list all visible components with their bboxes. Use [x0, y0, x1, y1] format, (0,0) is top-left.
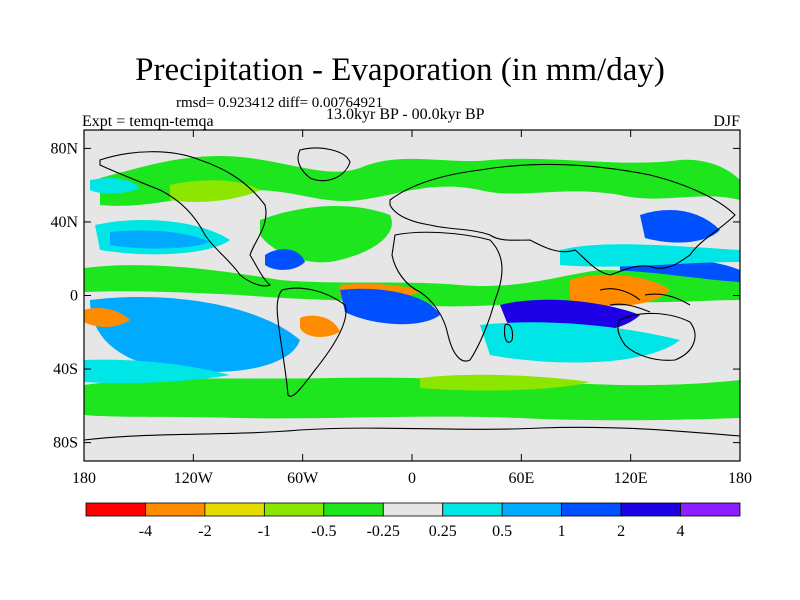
lon-tick-label: 180 — [728, 470, 752, 487]
legend-label: 0.5 — [492, 523, 512, 540]
lon-tick-label: 60E — [508, 470, 534, 487]
legend-swatch — [145, 502, 206, 517]
legend-swatch — [204, 502, 265, 517]
lon-tick-label: 180 — [72, 470, 96, 487]
field-spacific-cyan — [90, 296, 300, 372]
coast-madagascar — [504, 323, 514, 343]
field-north-lime — [170, 180, 260, 202]
field-layer — [84, 130, 740, 461]
field-north-green — [100, 156, 740, 206]
legend-label: 2 — [617, 523, 625, 540]
legend-label: -2 — [198, 523, 211, 540]
lat-tick-label: 0 — [70, 288, 78, 305]
lon-tick-label: 120W — [174, 470, 214, 487]
coast-greenland — [297, 147, 351, 182]
field-asia-blue — [640, 210, 720, 243]
legend-swatch — [620, 502, 681, 517]
field-north-cyan — [90, 178, 140, 194]
coastlines — [84, 147, 740, 441]
field-south-cyan — [84, 359, 230, 384]
coast-australia — [617, 312, 696, 361]
field-spacific-orange — [84, 308, 130, 327]
lon-tick-label: 60W — [287, 470, 319, 487]
legend-swatch — [382, 502, 444, 517]
period-label: 13.0kyr BP - 00.0kyr BP — [326, 106, 485, 123]
legend-label: 0.25 — [429, 523, 457, 540]
legend-swatch — [323, 502, 384, 517]
field-sindian-cyan — [480, 322, 680, 363]
field-south-green — [84, 377, 740, 421]
lat-tick-label: 40N — [50, 214, 78, 231]
stats-line: rmsd= 0.923412 diff= 0.00764921 — [176, 95, 384, 111]
legend-label: 1 — [558, 523, 566, 540]
map-title: Precipitation - Evaporation (in mm/day) — [135, 52, 665, 88]
lon-tick-label: 120E — [614, 470, 648, 487]
longitude-axis: 180 120W 60W 0 60E 120E 180 — [72, 130, 752, 487]
lat-tick-label: 80S — [53, 435, 78, 452]
legend-swatch — [561, 502, 622, 517]
legend-swatch — [501, 502, 563, 517]
legend-swatch — [442, 502, 503, 517]
coast-eurasia — [389, 164, 736, 276]
legend-swatch — [85, 502, 146, 517]
field-satl-blue — [340, 288, 440, 325]
field-atlantic-green — [260, 205, 392, 263]
field-south-lime — [420, 374, 590, 391]
coast-south-america — [276, 287, 347, 397]
coast-north-america — [99, 151, 272, 287]
legend-label: -0.25 — [367, 523, 400, 540]
season-label: DJF — [713, 113, 740, 130]
coast-maritime — [599, 288, 691, 313]
field-atlantic-blue — [265, 249, 305, 270]
lon-tick-label: 0 — [408, 470, 416, 487]
experiment-label: Expt = temqn-temqa — [82, 113, 214, 130]
lat-tick-label: 40S — [53, 361, 78, 378]
legend-label: -1 — [258, 523, 271, 540]
legend-label: -0.5 — [311, 523, 336, 540]
field-wpacific-cyan — [560, 244, 740, 267]
legend-label: 4 — [677, 523, 685, 540]
coast-africa — [391, 231, 503, 362]
legend-label: -4 — [139, 523, 152, 540]
field-samerica-orange — [300, 315, 340, 337]
lat-tick-label: 80N — [50, 140, 78, 157]
field-pacific-blue-n — [110, 230, 210, 249]
legend-swatch — [680, 502, 741, 517]
legend-swatch — [263, 502, 325, 517]
color-legend: -4 -2 -1 -0.5 -0.25 0.25 0.5 1 2 4 — [85, 502, 741, 540]
latitude-axis: 80N 40N 0 40S 80S — [50, 140, 740, 452]
coast-antarctica — [84, 426, 740, 441]
